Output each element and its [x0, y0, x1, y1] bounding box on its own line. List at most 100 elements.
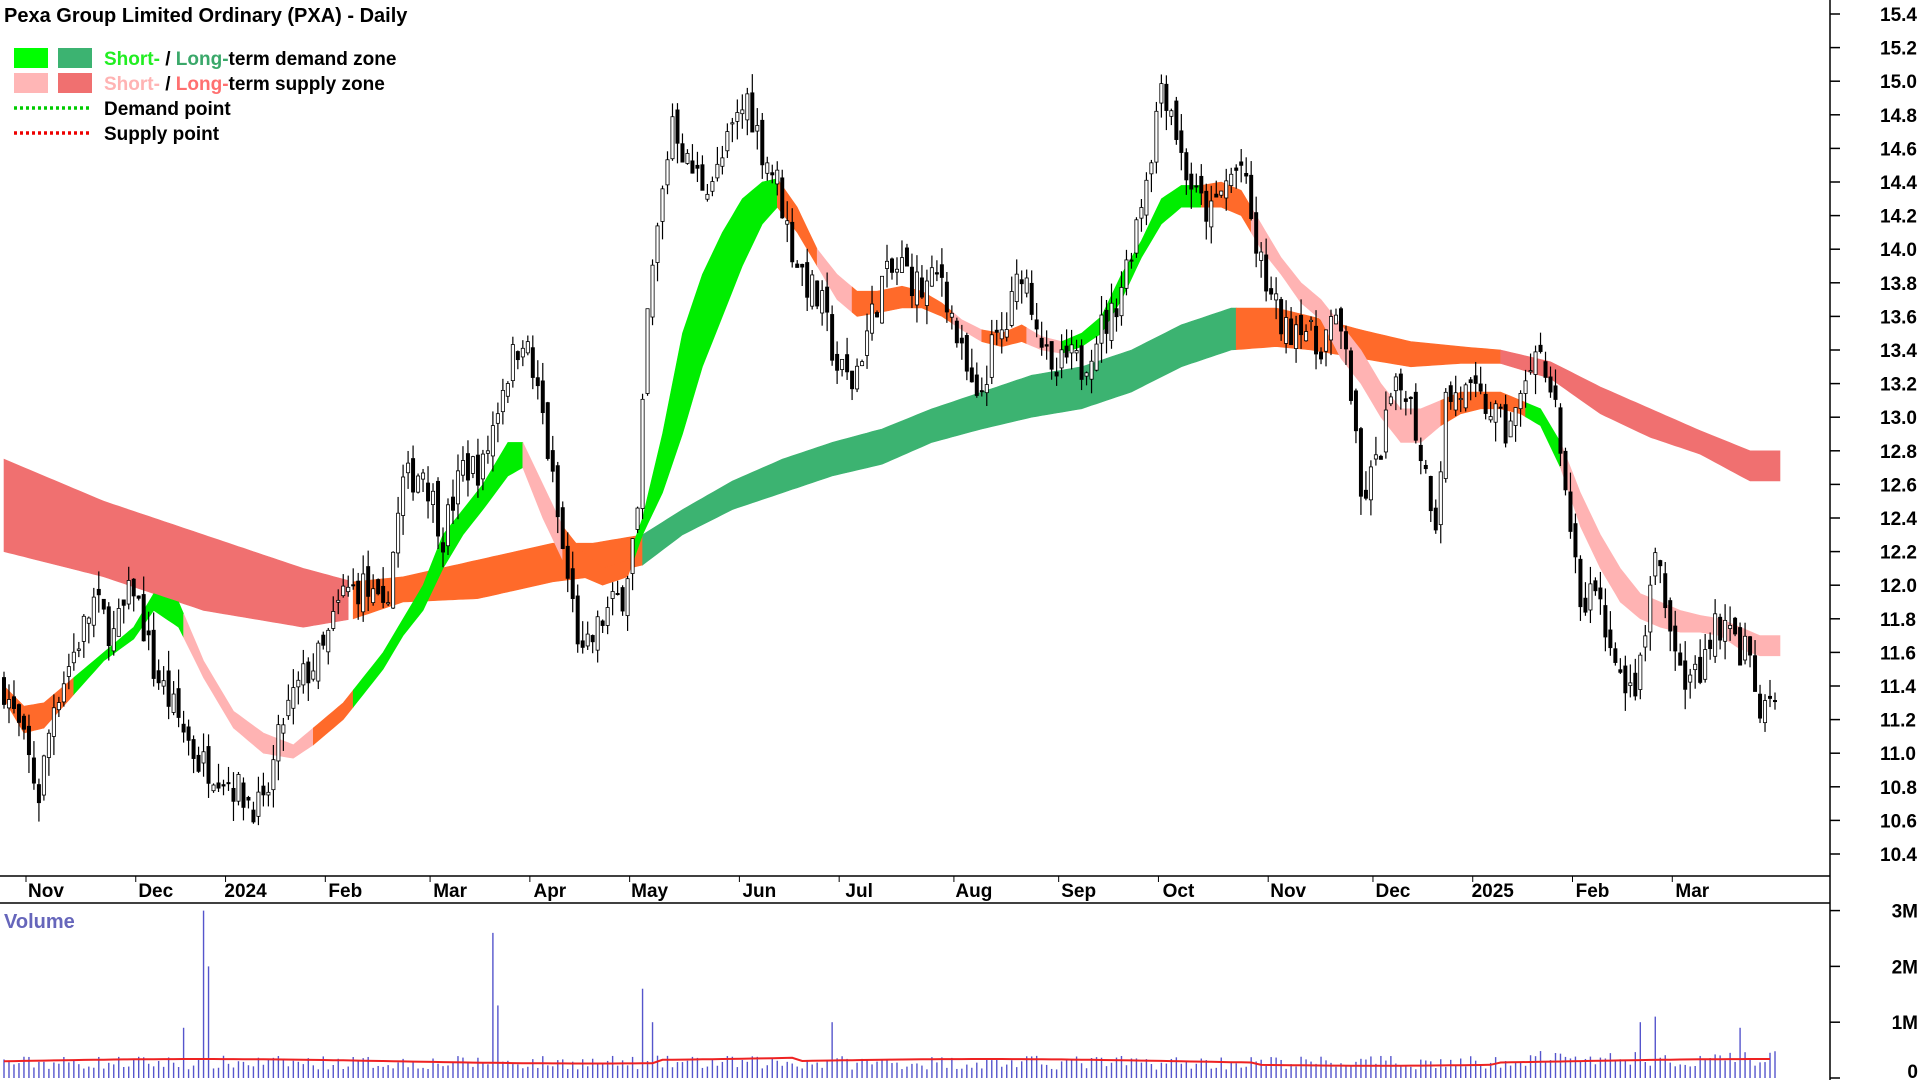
short-term-zone-segment: [981, 324, 1027, 347]
price-bar-body: [680, 143, 685, 163]
price-bar-body: [426, 482, 431, 502]
price-bar-body: [421, 472, 426, 480]
price-bar-body: [785, 220, 790, 225]
price-bar-body: [401, 476, 406, 516]
price-bar-body: [1319, 351, 1324, 360]
price-bar-body: [770, 172, 775, 176]
price-bar-body: [1668, 600, 1673, 632]
price-bar-body: [376, 579, 381, 595]
price-bar-body: [1488, 416, 1493, 421]
price-bar-body: [1508, 420, 1513, 438]
price-bar-body: [1723, 620, 1728, 642]
y-tick-label: 10.4: [1880, 845, 1917, 866]
price-bar-body: [939, 264, 944, 278]
price-bar-body: [1528, 370, 1533, 373]
price-bar-body: [1408, 396, 1413, 400]
x-tick-label: Nov: [1270, 881, 1306, 902]
price-bar-body: [755, 125, 760, 132]
price-bar-body: [735, 112, 740, 122]
price-bar-body: [944, 281, 949, 313]
price-bar-body: [1638, 654, 1643, 690]
y-tick-label: 15.0: [1880, 72, 1917, 93]
price-bar-body: [1284, 317, 1289, 344]
price-bar-body: [446, 504, 450, 547]
x-tick-label: Mar: [433, 881, 467, 902]
price-bar-body: [500, 389, 505, 413]
price-bar-body: [1548, 376, 1553, 393]
price-bar-body: [1598, 587, 1603, 600]
price-bar-body: [1653, 552, 1658, 577]
price-bar-body: [700, 164, 705, 191]
price-bar-body: [1483, 393, 1488, 414]
price-bar-body: [840, 358, 845, 370]
price-bar-body: [1254, 212, 1259, 254]
price-bar-body: [959, 337, 964, 344]
price-bar-body: [695, 164, 700, 169]
legend-swatch-long: [58, 73, 92, 93]
short-term-zone-segment: [1111, 185, 1202, 318]
price-bar-body: [1423, 464, 1428, 470]
price-bar-body: [610, 591, 615, 599]
price-bar-body: [585, 633, 590, 647]
price-bar-body: [76, 648, 81, 651]
legend-swatch-long: [58, 48, 92, 68]
price-bar-body: [865, 330, 870, 356]
legend-label-part: Supply point: [104, 124, 220, 145]
price-bar-body: [1229, 173, 1234, 186]
price-bar-body: [969, 367, 974, 383]
price-bar-body: [236, 774, 241, 802]
x-tick-label: Nov: [28, 881, 64, 902]
price-bar-body: [1024, 277, 1029, 294]
price-bar-body: [1159, 83, 1164, 104]
price-bar-body: [605, 607, 610, 626]
price-bar-body: [271, 759, 276, 791]
price-bar-body: [436, 480, 441, 537]
price-bar-body: [565, 545, 570, 579]
price-bar-body: [1363, 489, 1368, 499]
price-bar-body: [1438, 471, 1443, 526]
price-bar-body: [36, 784, 41, 804]
price-bar-body: [1149, 162, 1154, 175]
price-bar-body: [1084, 372, 1089, 377]
price-bar-body: [1683, 660, 1688, 690]
price-bar-body: [311, 670, 316, 680]
price-bar-body: [1613, 648, 1618, 663]
price-bar-body: [470, 456, 475, 474]
price-bar-body: [914, 271, 919, 306]
price-bar-body: [241, 782, 246, 808]
legend-label-part: Long-: [176, 49, 229, 70]
price-bar-body: [1174, 100, 1179, 140]
price-bar-body: [675, 109, 680, 144]
legend-label: Short- / Long-term demand zone: [104, 49, 396, 70]
price-bar-body: [91, 596, 96, 626]
volume-tick-label: 0: [1907, 1062, 1918, 1080]
price-bar-body: [1703, 649, 1708, 680]
y-tick-label: 12.8: [1880, 442, 1917, 463]
price-bar-body: [1209, 200, 1214, 228]
price-bar-body: [1244, 172, 1249, 177]
price-bar-body: [615, 593, 620, 596]
y-tick-label: 10.8: [1880, 778, 1917, 799]
price-bar-body: [825, 286, 830, 313]
price-bar-body: [480, 453, 485, 480]
price-bar-body: [850, 370, 855, 390]
price-bar-body: [1199, 175, 1204, 194]
long-term-zone-band: [3, 307, 1781, 628]
price-bar-body: [351, 584, 356, 587]
price-bar-body: [924, 280, 929, 306]
price-bar-body: [51, 707, 56, 737]
price-bar-body: [1329, 316, 1333, 341]
price-bar-body: [1418, 444, 1423, 462]
price-bar-body: [1593, 580, 1598, 592]
price-bar-body: [381, 585, 386, 603]
x-tick-label: Mar: [1675, 881, 1709, 902]
legend-label: Short- / Long-term supply zone: [104, 74, 385, 95]
price-bar-body: [81, 615, 86, 642]
x-tick-label: 2025: [1472, 881, 1515, 902]
price-bar-body: [1523, 380, 1528, 394]
long-term-zone-segment: [1500, 349, 1781, 482]
price-bar-body: [555, 465, 560, 518]
price-bar-body: [1663, 573, 1668, 609]
price-bar-body: [1388, 396, 1393, 405]
price-bar-body: [1079, 345, 1084, 380]
